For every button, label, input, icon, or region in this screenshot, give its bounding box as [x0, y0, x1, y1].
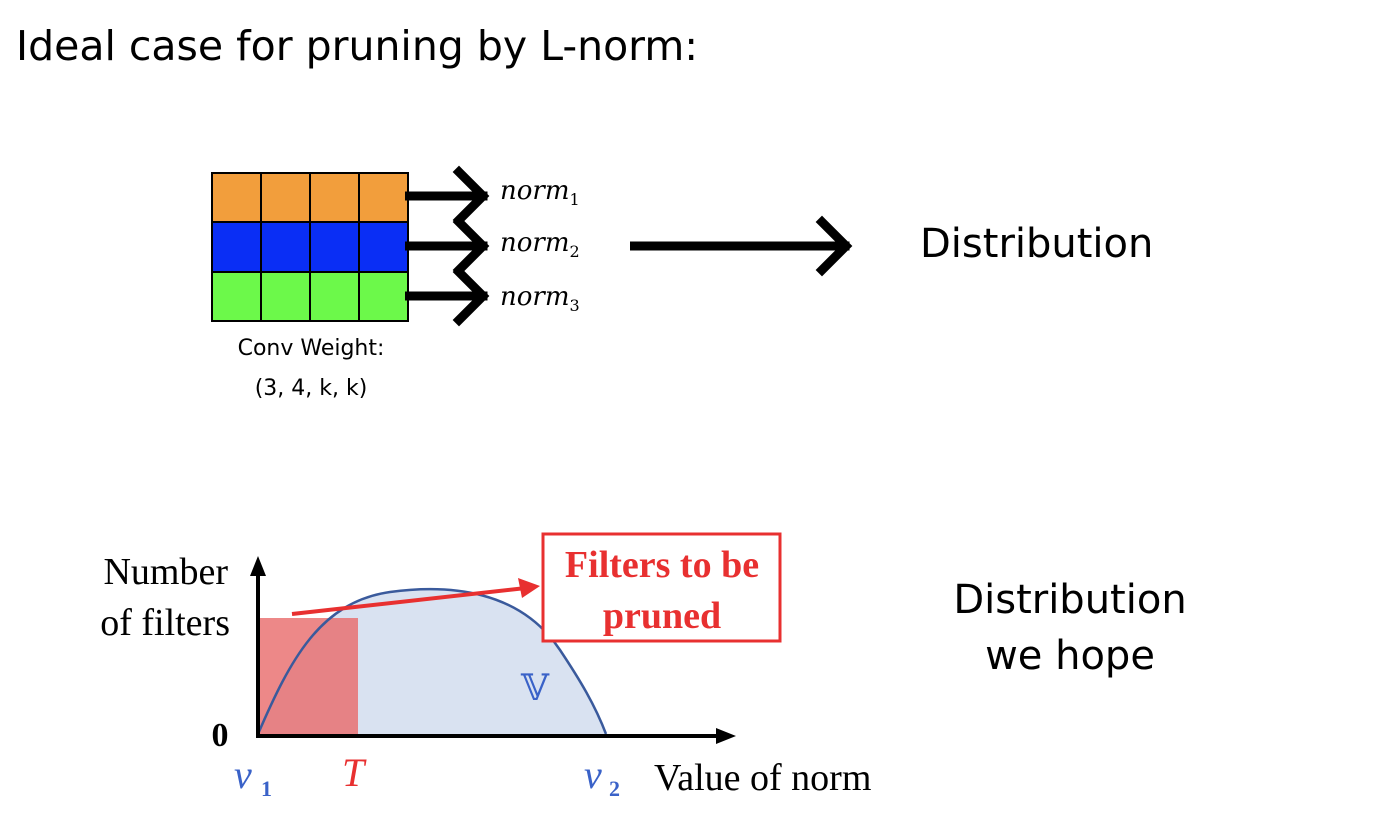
y-axis-label-line2: of filters: [100, 602, 230, 644]
weight-cell: [212, 173, 261, 223]
v1-subscript: 1: [261, 776, 272, 801]
callout-line1: Filters to be: [565, 544, 759, 586]
hope-label: Distribution we hope: [940, 572, 1200, 684]
conv-weight-shape: (3, 4, k, k): [254, 376, 368, 401]
weight-cell: [261, 222, 310, 272]
v2-subscript: 2: [609, 776, 620, 801]
weight-cell: [310, 222, 359, 272]
distribution-label: Distribution: [920, 221, 1154, 267]
x-axis-label: Value of norm: [654, 757, 871, 799]
hope-label-line2: we hope: [985, 633, 1155, 679]
norm3-arrow-head: [452, 265, 490, 327]
weight-cell: [359, 271, 408, 321]
set-label: 𝕍: [520, 668, 550, 709]
weight-cell: [261, 271, 310, 321]
callout-line2: pruned: [603, 595, 721, 637]
pruned-region: [258, 618, 358, 734]
conv-weight-grid: [211, 172, 409, 322]
distribution-curve: [256, 587, 608, 735]
weight-cell: [212, 222, 261, 272]
conv-weight-caption: Conv Weight:: [237, 336, 385, 361]
norm3-label: norm3: [500, 282, 580, 316]
norm1-arrow-head: [452, 165, 490, 227]
big-arrow: [630, 215, 853, 277]
v1-label: v: [234, 752, 252, 797]
y-axis-arrowhead: [250, 556, 266, 576]
callout-pointer: [291, 586, 527, 616]
weight-cell: [261, 173, 310, 223]
page-title: Ideal case for pruning by L-norm:: [16, 22, 699, 70]
hope-label-line1: Distribution: [953, 577, 1187, 623]
norm-arrows: [405, 165, 490, 327]
norm1-label: norm1: [500, 176, 580, 210]
v2-label: v: [584, 752, 602, 797]
weight-cell: [359, 222, 408, 272]
callout-pointer-head: [518, 578, 540, 598]
weight-cell: [310, 271, 359, 321]
callout-box: [541, 532, 782, 643]
y-axis-label-line1: Number: [103, 551, 228, 593]
norm2-arrow-head: [452, 215, 490, 277]
weight-cell: [212, 271, 261, 321]
distribution-plot: Filters to be pruned Number of filters 0…: [100, 532, 871, 801]
threshold-label: T: [342, 750, 367, 795]
norm2-label: norm2: [500, 228, 580, 262]
x-axis-arrowhead: [716, 728, 736, 744]
y-zero-label: 0: [212, 717, 229, 754]
weight-cell: [359, 173, 408, 223]
weight-cell: [310, 173, 359, 223]
